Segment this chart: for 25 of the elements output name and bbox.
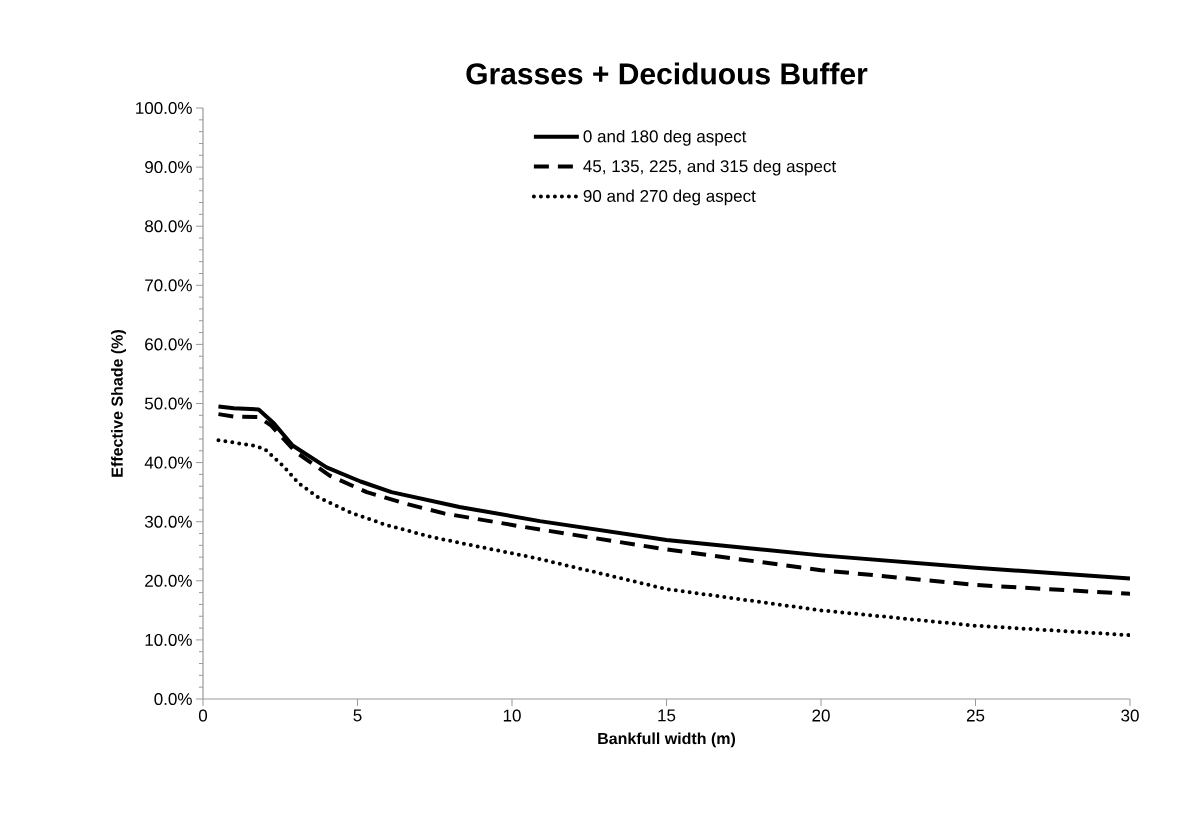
y-tick-label: 10.0% <box>145 633 192 646</box>
y-tick-label: 80.0% <box>145 220 192 233</box>
y-tick-label: 30.0% <box>144 515 192 528</box>
y-tick-label: 40.0% <box>144 456 192 469</box>
legend-label: 45, 135, 225, and 315 deg aspect <box>583 159 837 176</box>
y-tick-label: 50.0% <box>144 397 192 410</box>
x-tick-label: 15 <box>658 709 676 722</box>
y-axis-title: Effective Shade (%) <box>111 330 126 477</box>
chart-title: Grasses + Deciduous Buffer <box>466 62 868 85</box>
x-tick-label: 0 <box>198 709 208 722</box>
x-axis-title: Bankfull width (m) <box>598 732 736 748</box>
x-tick-label: 20 <box>812 709 830 722</box>
y-tick-label: 100.0% <box>136 101 192 115</box>
y-tick-label: 0.0% <box>154 692 192 706</box>
legend-label: 0 and 180 deg aspect <box>583 129 747 146</box>
x-tick-label: 5 <box>353 709 362 722</box>
y-tick-label: 60.0% <box>145 338 192 351</box>
x-tick-label: 30 <box>1121 709 1139 722</box>
y-tick-label: 20.0% <box>145 574 192 587</box>
legend-label: 90 and 270 deg aspect <box>583 189 756 206</box>
x-tick-label: 25 <box>966 709 985 722</box>
y-tick-label: 90.0% <box>145 161 192 174</box>
x-tick-label: 10 <box>503 709 521 722</box>
y-tick-label: 70.0% <box>145 279 192 292</box>
line-series <box>216 438 1131 638</box>
